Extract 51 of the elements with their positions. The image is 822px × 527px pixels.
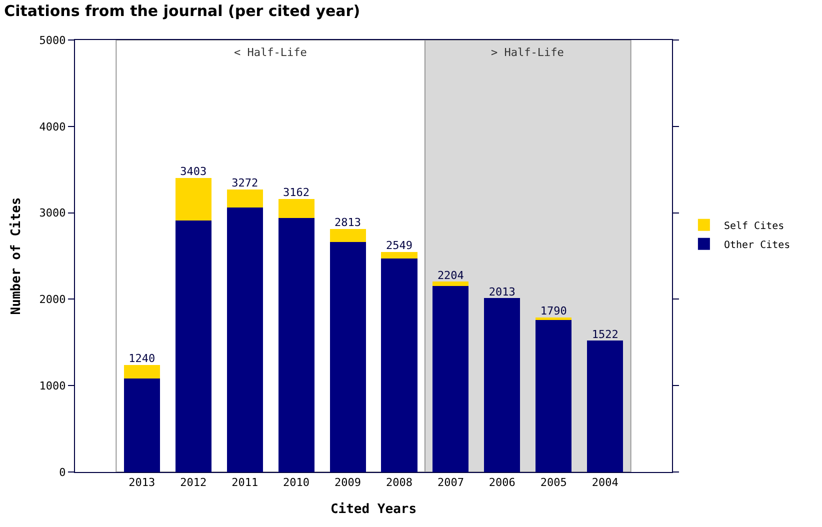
x-tick-label: 2013	[128, 476, 156, 490]
y-tick-label: 1000	[39, 379, 66, 392]
x-tick-label: 2004	[592, 476, 619, 490]
bar	[330, 242, 366, 472]
total-label: 2813	[334, 216, 362, 230]
total-label: 1790	[540, 304, 567, 318]
bar	[432, 282, 469, 286]
y-axis-title: Number of Cites	[9, 197, 24, 315]
band-label: > Half-Life	[491, 46, 564, 59]
total-label: 1240	[128, 352, 156, 366]
y-tick-label: 0	[59, 466, 66, 479]
chart-title: Citations from the journal (per cited year)	[4, 2, 360, 20]
total-label: 2013	[488, 285, 516, 298]
x-tick-label: 2009	[334, 476, 362, 490]
bar	[432, 286, 469, 472]
total-label: 3162	[283, 186, 310, 200]
bar	[226, 189, 263, 208]
bar	[381, 252, 418, 259]
bar	[330, 228, 366, 242]
bar	[278, 218, 314, 472]
total-label: 3272	[232, 176, 258, 190]
legend-label: Self Cites	[724, 220, 784, 232]
bar	[226, 207, 263, 472]
legend-label: Other Cites	[724, 240, 790, 251]
x-tick-label: 2011	[232, 476, 258, 490]
y-tick-label: 4000	[39, 120, 66, 134]
y-tick-label: 5000	[39, 34, 66, 47]
bar	[175, 220, 212, 472]
bar	[381, 258, 418, 472]
bar	[484, 298, 520, 472]
x-tick-label: 2005	[540, 476, 567, 490]
total-label: 2549	[386, 239, 412, 252]
band-label: < Half-Life	[234, 46, 307, 59]
bar	[124, 364, 160, 379]
x-axis-title: Cited Years	[330, 502, 417, 517]
x-tick-label: 2006	[488, 476, 516, 490]
y-tick-label: 3000	[39, 206, 66, 220]
x-tick-label: 2012	[180, 476, 207, 490]
x-tick-label: 2010	[283, 476, 310, 490]
total-label: 2204	[437, 268, 464, 282]
x-tick-label: 2008	[386, 476, 412, 490]
bar	[536, 319, 572, 472]
bar	[536, 317, 572, 320]
total-label: 3403	[180, 165, 207, 178]
x-tick-label: 2007	[437, 476, 464, 490]
y-tick-label: 2000	[39, 293, 66, 306]
bar	[278, 198, 314, 218]
total-label: 1522	[592, 328, 618, 341]
bar	[175, 178, 212, 220]
bar	[587, 340, 624, 472]
bar	[124, 378, 160, 472]
